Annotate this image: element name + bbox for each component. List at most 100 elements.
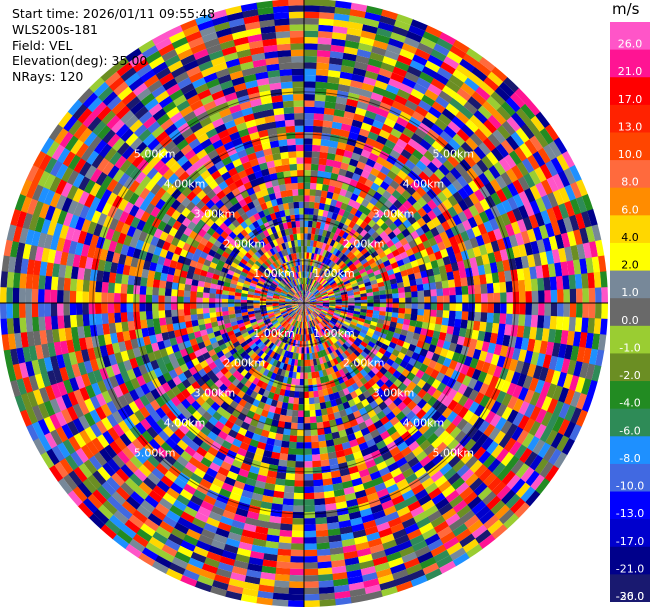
velocity-cell <box>6 271 15 288</box>
velocity-cell <box>378 129 391 140</box>
velocity-cell <box>493 228 503 241</box>
velocity-cell <box>303 549 318 557</box>
velocity-cell <box>322 272 328 279</box>
velocity-cell <box>479 395 491 408</box>
velocity-cell <box>411 404 422 416</box>
velocity-cell <box>325 95 338 103</box>
velocity-cell <box>308 306 314 312</box>
velocity-cell <box>344 427 354 436</box>
velocity-cell <box>365 344 374 352</box>
velocity-cell <box>310 435 319 443</box>
velocity-cell <box>338 368 346 377</box>
velocity-cell <box>437 241 447 252</box>
velocity-cell <box>435 372 446 383</box>
velocity-cell <box>202 307 210 314</box>
velocity-cell <box>368 444 379 454</box>
velocity-cell <box>474 201 485 215</box>
velocity-cell <box>449 98 464 112</box>
velocity-cell <box>404 143 416 155</box>
velocity-cell <box>339 188 348 197</box>
velocity-cell <box>463 101 479 116</box>
velocity-cell <box>575 303 583 319</box>
velocity-cell <box>304 303 309 308</box>
velocity-cell <box>534 212 546 228</box>
velocity-cell <box>439 531 456 545</box>
velocity-cell <box>355 55 371 65</box>
velocity-cell <box>304 55 318 63</box>
velocity-cell <box>215 298 222 303</box>
velocity-cell <box>483 168 496 183</box>
velocity-cell <box>340 415 350 424</box>
velocity-cell <box>363 322 371 329</box>
velocity-cell <box>333 334 340 341</box>
velocity-cell <box>360 293 367 298</box>
velocity-cell <box>412 54 429 67</box>
velocity-cell <box>461 375 472 387</box>
velocity-cell <box>63 302 70 316</box>
velocity-cell <box>336 280 344 286</box>
velocity-cell <box>523 202 535 218</box>
velocity-cell <box>430 544 447 558</box>
velocity-cell <box>544 222 555 238</box>
velocity-cell <box>471 225 482 238</box>
velocity-cell <box>350 404 359 414</box>
velocity-cell <box>166 323 174 332</box>
velocity-cell <box>429 421 441 434</box>
velocity-cell <box>405 303 412 309</box>
velocity-cell <box>327 310 335 315</box>
velocity-cell <box>536 353 546 368</box>
velocity-cell <box>340 395 348 404</box>
velocity-cell <box>503 77 520 93</box>
velocity-cell <box>332 273 339 280</box>
velocity-cell <box>310 163 319 171</box>
velocity-cell <box>307 292 311 298</box>
velocity-cell <box>308 306 315 311</box>
velocity-cell <box>457 211 468 223</box>
velocity-cell <box>520 486 536 503</box>
velocity-cell <box>189 302 197 309</box>
velocity-cell <box>316 303 323 306</box>
velocity-cell <box>340 123 352 132</box>
velocity-cell <box>316 56 331 64</box>
velocity-cell <box>554 356 565 373</box>
velocity-cell <box>528 420 542 437</box>
velocity-cell <box>310 287 316 293</box>
velocity-cell <box>491 462 506 478</box>
velocity-cell <box>543 144 557 161</box>
velocity-cell <box>328 366 335 375</box>
velocity-cell <box>481 293 488 304</box>
velocity-cell <box>381 144 393 156</box>
velocity-cell <box>315 536 330 544</box>
velocity-cell <box>304 68 317 76</box>
velocity-cell <box>342 343 349 351</box>
velocity-cell <box>344 143 356 153</box>
velocity-cell <box>489 262 498 274</box>
velocity-cell <box>499 345 509 358</box>
velocity-cell <box>348 220 356 229</box>
velocity-cell <box>371 476 384 487</box>
velocity-cell <box>591 333 601 351</box>
velocity-cell <box>431 195 443 207</box>
velocity-cell <box>297 416 304 424</box>
velocity-cell <box>327 76 341 85</box>
velocity-cell <box>332 326 339 333</box>
velocity-cell <box>357 42 374 53</box>
velocity-cell <box>417 303 425 310</box>
velocity-cell <box>422 357 432 367</box>
velocity-cell <box>529 454 544 471</box>
velocity-cell <box>464 77 480 92</box>
velocity-cell <box>382 235 392 244</box>
velocity-cell <box>554 329 563 345</box>
velocity-cell <box>340 312 347 317</box>
velocity-cell <box>463 196 475 209</box>
velocity-cell <box>511 280 520 293</box>
velocity-cell <box>469 237 479 249</box>
velocity-cell <box>345 170 355 179</box>
velocity-cell <box>418 263 427 273</box>
velocity-cell <box>360 328 368 335</box>
velocity-cell <box>363 164 374 174</box>
velocity-cell <box>446 50 464 65</box>
velocity-cell <box>447 206 458 218</box>
velocity-cell <box>275 471 287 480</box>
velocity-cell <box>517 415 530 431</box>
